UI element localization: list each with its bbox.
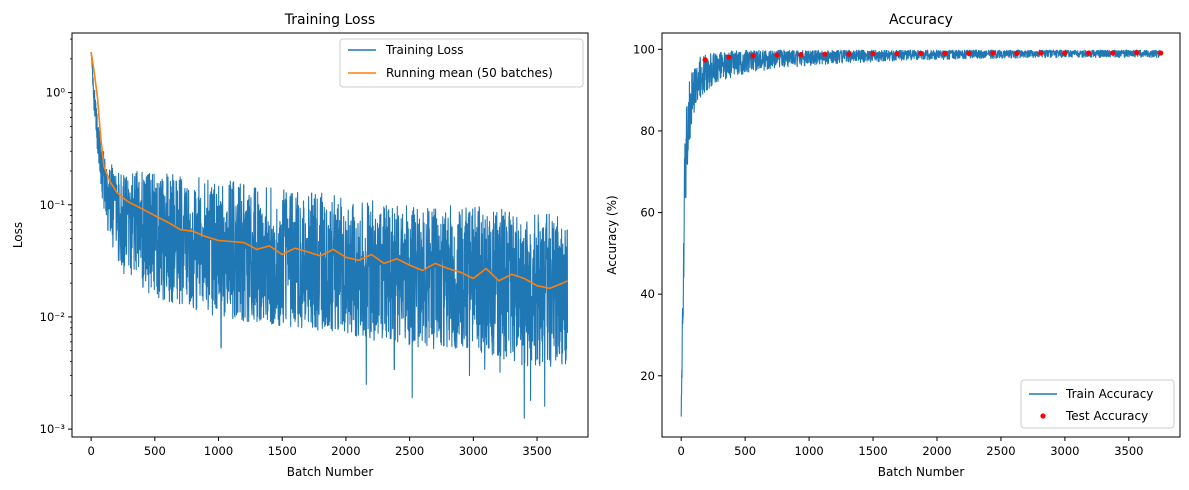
accuracy-y-tick-label: 100 xyxy=(633,42,655,56)
loss-series-training-loss-line xyxy=(90,51,569,419)
loss-legend: Training Loss Running mean (50 batches) xyxy=(339,38,584,88)
accuracy-test-accuracy-point xyxy=(726,54,732,60)
accuracy-test-accuracy-point xyxy=(870,51,876,57)
loss-x-tick-label: 500 xyxy=(144,444,166,458)
accuracy-test-accuracy-point xyxy=(990,50,996,56)
loss-axes-frame xyxy=(71,32,589,438)
loss-y-tick-label: 10⁰ xyxy=(46,86,66,100)
accuracy-test-accuracy-point xyxy=(1014,50,1020,57)
loss-plot-area xyxy=(90,51,569,419)
accuracy-test-accuracy-point xyxy=(918,50,924,57)
loss-x-tick-label: 2500 xyxy=(395,444,424,458)
accuracy-x-tick-label: 1000 xyxy=(794,444,823,458)
loss-y-ticks: 10⁻³ 10⁻² 10⁻¹ 10⁰ xyxy=(40,38,72,436)
accuracy-test-accuracy-point xyxy=(966,50,972,57)
loss-ylabel: Loss xyxy=(11,222,25,248)
loss-x-tick-label: 1000 xyxy=(204,444,233,458)
accuracy-x-ticks: 0 500 1000 1500 2000 2500 3000 3500 xyxy=(678,437,1143,458)
loss-legend-running: Running mean (50 batches) xyxy=(386,66,553,80)
accuracy-title: Accuracy xyxy=(889,12,953,28)
accuracy-test-accuracy-point xyxy=(846,51,852,57)
loss-series-running-mean-line xyxy=(90,51,568,290)
accuracy-test-accuracy-point xyxy=(1110,50,1116,56)
loss-legend-training: Training Loss xyxy=(385,43,463,57)
accuracy-x-tick-label: 3500 xyxy=(1114,444,1143,458)
loss-y-tick-label: 10⁻³ xyxy=(40,422,66,436)
accuracy-plot-area xyxy=(680,49,1164,417)
loss-x-tick-label: 0 xyxy=(87,444,94,458)
loss-x-tick-label: 2000 xyxy=(331,444,360,458)
accuracy-chart: Accuracy 0 500 1000 1500 2000 2500 3000 3500 20… xyxy=(605,12,1181,479)
loss-title: Training Loss xyxy=(284,12,375,28)
accuracy-legend: Train Accuracy Test Accuracy xyxy=(1020,379,1175,429)
loss-legend-box xyxy=(339,38,584,88)
loss-x-tick-label: 1500 xyxy=(268,444,297,458)
accuracy-x-tick-label: 500 xyxy=(734,444,756,458)
accuracy-test-accuracy-point xyxy=(1134,50,1140,56)
loss-chart: Training Loss 0 500 1000 1500 2000 2500 3000 35… xyxy=(11,12,589,479)
accuracy-y-tick-label: 40 xyxy=(640,287,655,301)
accuracy-y-tick-label: 80 xyxy=(640,124,655,138)
accuracy-test-accuracy-point xyxy=(942,50,948,57)
accuracy-y-tick-label: 60 xyxy=(640,206,655,220)
accuracy-test-accuracy-point xyxy=(750,53,756,59)
accuracy-legend-swatch-test xyxy=(1040,413,1046,419)
loss-y-tick-label: 10⁻¹ xyxy=(40,198,65,212)
loss-x-ticks: 0 500 1000 1500 2000 2500 3000 3500 xyxy=(87,437,552,458)
accuracy-x-tick-label: 1500 xyxy=(858,444,887,458)
accuracy-x-tick-label: 2500 xyxy=(986,444,1015,458)
accuracy-legend-box xyxy=(1020,379,1175,429)
accuracy-test-accuracy-point xyxy=(822,51,828,57)
accuracy-test-accuracy-point xyxy=(1038,50,1044,56)
accuracy-ylabel: Accuracy (%) xyxy=(605,195,619,274)
loss-x-tick-label: 3500 xyxy=(522,444,551,458)
accuracy-x-tick-label: 2000 xyxy=(922,444,951,458)
accuracy-test-accuracy-point xyxy=(1062,50,1068,56)
accuracy-test-accuracy-point xyxy=(774,52,780,58)
accuracy-test-accuracy-point xyxy=(798,52,804,58)
loss-xlabel: Batch Number xyxy=(287,465,374,479)
loss-y-tick-label: 10⁻² xyxy=(40,310,65,324)
accuracy-test-accuracy-point xyxy=(702,57,708,63)
accuracy-x-tick-label: 0 xyxy=(678,444,685,458)
loss-x-tick-label: 3000 xyxy=(459,444,488,458)
accuracy-test-accuracy-point xyxy=(1086,50,1092,56)
accuracy-legend-test: Test Accuracy xyxy=(1065,409,1148,423)
accuracy-test-accuracy-point xyxy=(894,51,900,57)
accuracy-y-tick-label: 20 xyxy=(640,369,655,383)
accuracy-xlabel: Batch Number xyxy=(878,465,965,479)
accuracy-x-tick-label: 3000 xyxy=(1050,444,1079,458)
accuracy-y-ticks: 20 40 60 80 100 xyxy=(633,42,662,383)
accuracy-axes-frame xyxy=(661,32,1181,438)
accuracy-test-accuracy-point xyxy=(1158,50,1164,56)
accuracy-legend-train: Train Accuracy xyxy=(1065,387,1153,401)
accuracy-series-train-accuracy-line xyxy=(680,49,1160,417)
